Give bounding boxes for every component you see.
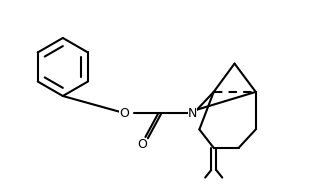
Text: N: N (188, 107, 197, 120)
Text: O: O (119, 107, 129, 120)
Text: O: O (137, 138, 147, 151)
